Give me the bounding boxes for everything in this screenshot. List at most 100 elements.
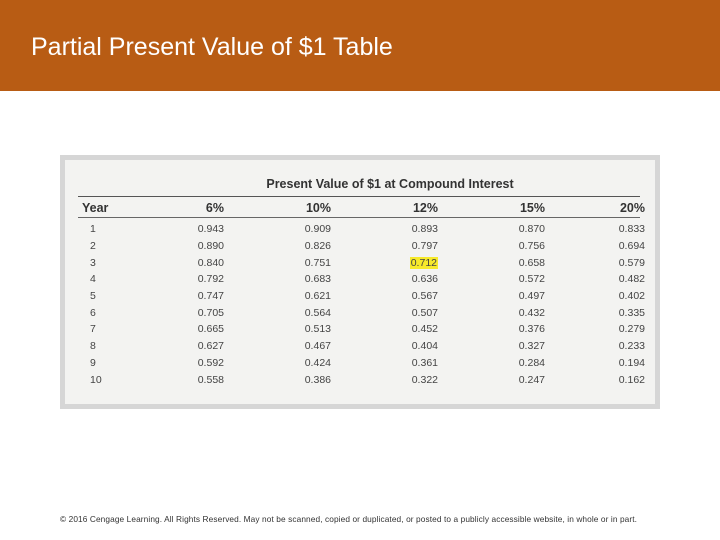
pv-factor: 0.840 (197, 256, 224, 269)
value-cell: 0.452 (331, 321, 438, 338)
value-cell: 0.572 (438, 271, 545, 288)
table-row: 6 0.705 0.564 0.507 0.432 0.335 (78, 304, 645, 321)
value-cell: 0.890 (126, 238, 224, 255)
year-value: 10 (90, 373, 102, 386)
table-row: 4 0.792 0.683 0.636 0.572 0.482 (78, 271, 645, 288)
table-panel: Present Value of $1 at Compound Interest… (65, 160, 655, 404)
value-cell: 0.404 (331, 338, 438, 355)
column-header-6pct: 6% (205, 200, 224, 215)
year-cell: 10 (78, 371, 126, 388)
table-body: 1 0.943 0.909 0.893 0.870 0.833 2 0.890 0.826 0.7… (78, 217, 645, 388)
pv-factor: 0.943 (197, 223, 224, 236)
pv-factor: 0.452 (411, 323, 438, 336)
column-header-15pct: 15% (519, 200, 545, 215)
table-row: 2 0.890 0.826 0.797 0.756 0.694 (78, 238, 645, 255)
pv-factor: 0.756 (518, 240, 545, 253)
slide-header: Partial Present Value of $1 Table (0, 0, 720, 91)
value-cell: 0.567 (331, 288, 438, 305)
pv-factor: 0.386 (304, 373, 331, 386)
year-value: 5 (90, 290, 96, 303)
column-header-20pct: 20% (619, 200, 645, 215)
value-cell: 0.386 (224, 371, 331, 388)
value-cell: 0.712 (331, 254, 438, 271)
pv-factor: 0.233 (618, 340, 645, 353)
pv-factor: 0.665 (197, 323, 224, 336)
pv-factor: 0.705 (197, 306, 224, 319)
value-cell: 0.627 (126, 338, 224, 355)
value-cell: 0.747 (126, 288, 224, 305)
year-cell: 5 (78, 288, 126, 305)
pv-factor: 0.432 (518, 306, 545, 319)
pv-factor: 0.621 (304, 290, 331, 303)
table-top-rule (78, 196, 640, 197)
table-row: 7 0.665 0.513 0.452 0.376 0.279 (78, 321, 645, 338)
pv-factor: 0.335 (618, 306, 645, 319)
year-cell: 2 (78, 238, 126, 255)
value-cell: 0.482 (545, 271, 645, 288)
value-cell: 0.592 (126, 355, 224, 372)
value-cell: 0.840 (126, 254, 224, 271)
pv-factor: 0.284 (518, 356, 545, 369)
year-value: 2 (90, 240, 96, 253)
pv-factor: 0.833 (618, 223, 645, 236)
column-header-year: Year (82, 200, 109, 215)
value-cell: 0.943 (126, 217, 224, 238)
table-frame: Present Value of $1 at Compound Interest… (60, 155, 660, 409)
value-cell: 0.658 (438, 254, 545, 271)
value-cell: 0.507 (331, 304, 438, 321)
year-value: 7 (90, 323, 96, 336)
value-cell: 0.756 (438, 238, 545, 255)
value-cell: 0.621 (224, 288, 331, 305)
table-row: 3 0.840 0.751 0.712 0.658 0.579 (78, 254, 645, 271)
value-cell: 0.335 (545, 304, 645, 321)
table-row: 8 0.627 0.467 0.404 0.327 0.233 (78, 338, 645, 355)
year-value: 3 (90, 256, 96, 269)
pv-factor: 0.402 (618, 290, 645, 303)
pv-factor: 0.658 (518, 256, 545, 269)
value-cell: 0.636 (331, 271, 438, 288)
value-cell: 0.833 (545, 217, 645, 238)
pv-factor: 0.751 (304, 256, 331, 269)
value-cell: 0.284 (438, 355, 545, 372)
pv-factor: 0.322 (411, 373, 438, 386)
year-value: 4 (90, 273, 96, 286)
pv-factor: 0.870 (518, 223, 545, 236)
pv-factor: 0.627 (197, 340, 224, 353)
table-row: 5 0.747 0.621 0.567 0.497 0.402 (78, 288, 645, 305)
year-cell: 8 (78, 338, 126, 355)
pv-factor: 0.327 (518, 340, 545, 353)
value-cell: 0.194 (545, 355, 645, 372)
value-cell: 0.909 (224, 217, 331, 238)
pv-factor: 0.890 (197, 240, 224, 253)
value-cell: 0.322 (331, 371, 438, 388)
pv-factor: 0.564 (304, 306, 331, 319)
table-header-rule (78, 217, 640, 218)
pv-factor: 0.404 (411, 340, 438, 353)
column-header-10pct: 10% (305, 200, 331, 215)
table-row: 9 0.592 0.424 0.361 0.284 0.194 (78, 355, 645, 372)
year-value: 6 (90, 306, 96, 319)
year-cell: 1 (78, 217, 126, 238)
value-cell: 0.361 (331, 355, 438, 372)
pv-factor: 0.467 (304, 340, 331, 353)
pv-factor: 0.482 (618, 273, 645, 286)
value-cell: 0.564 (224, 304, 331, 321)
pv-factor: 0.497 (518, 290, 545, 303)
column-header-12pct: 12% (412, 200, 438, 215)
pv-factor: 0.592 (197, 356, 224, 369)
value-cell: 0.247 (438, 371, 545, 388)
pv-factor: 0.893 (411, 223, 438, 236)
value-cell: 0.694 (545, 238, 645, 255)
table-caption: Present Value of $1 at Compound Interest (266, 177, 514, 191)
pv-factor: 0.909 (304, 223, 331, 236)
value-cell: 0.705 (126, 304, 224, 321)
pv-factor: 0.247 (518, 373, 545, 386)
year-cell: 7 (78, 321, 126, 338)
pv-factor: 0.826 (304, 240, 331, 253)
year-value: 1 (90, 223, 96, 236)
highlighted-pv-factor: 0.712 (409, 256, 438, 269)
year-cell: 9 (78, 355, 126, 372)
pv-factor: 0.683 (304, 273, 331, 286)
pv-factor: 0.579 (618, 256, 645, 269)
year-cell: 3 (78, 254, 126, 271)
